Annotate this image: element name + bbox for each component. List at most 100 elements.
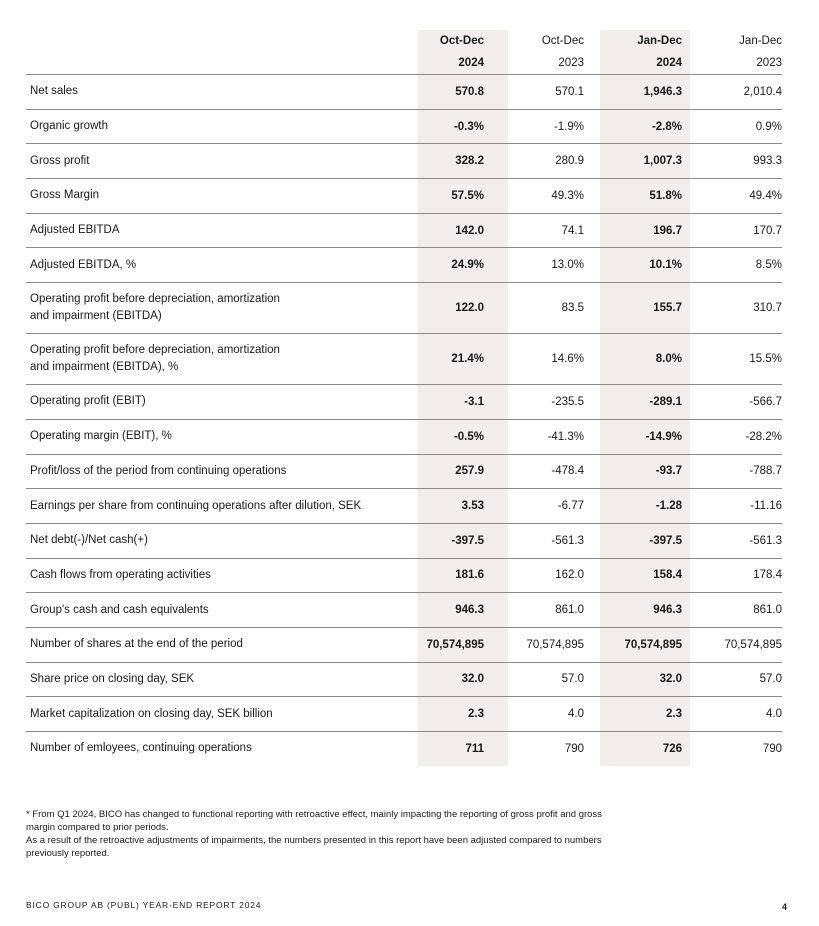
cell-value: 861.0 (690, 592, 782, 628)
cell-value: -561.3 (690, 523, 782, 559)
cell-value: 790 (564, 742, 584, 755)
cell-value: 74.1 (492, 213, 592, 249)
col-header-year: 2023 (492, 52, 592, 75)
row-label: Share price on closing day, SEK (26, 662, 396, 698)
row-label: Group's cash and cash equivalents (26, 592, 396, 628)
row-label: Operating margin (EBIT), % (26, 419, 396, 455)
cell-value: 3.53 (396, 488, 492, 524)
row-label: Net debt(-)/Net cash(+) (26, 523, 396, 559)
cell-value: 14.6% (492, 333, 592, 386)
table-row: Gross profit 328.2 280.9 1,007.3 993.3 (26, 143, 782, 180)
cell-value: -6.77 (492, 488, 592, 524)
cell-value: -0.5% (396, 419, 492, 455)
table-row: Number of shares at the end of the perio… (26, 627, 782, 663)
footnote: As a result of the retroactive adjustmen… (26, 835, 602, 859)
cell-value: 1,007.3 (592, 143, 690, 180)
table-row: Operating profit before depreciation, am… (26, 333, 782, 386)
cell-value: 51.8% (592, 178, 690, 214)
row-label-text: Gross Margin (30, 189, 100, 202)
cell-value: 21.4% (396, 333, 492, 386)
cell-value: 946.3 (592, 592, 690, 628)
table-row: Gross Margin 57.5% 49.3% 51.8% 49.4% (26, 178, 782, 214)
table-row: Share price on closing day, SEK 32.0 57.0 3… (26, 662, 782, 698)
footnote: * From Q1 2024, BICO has changed to func… (26, 809, 602, 833)
cell-value: 57.5% (396, 178, 492, 214)
table-row: Adjusted EBITDA 142.0 74.1 196.7 170.7 (26, 213, 782, 249)
col-header-period: Jan-Dec (637, 35, 682, 47)
cell-value: 726 (662, 742, 682, 755)
row-label-text: Adjusted EBITDA (30, 224, 120, 237)
cell-value: 310.7 (690, 282, 782, 335)
report-title-footer: BICO GROUP AB (PUBL) YEAR-END REPORT 202… (26, 900, 262, 910)
cell-value: 70,574,895 (396, 627, 492, 663)
table-row: Earnings per share from continuing opera… (26, 488, 782, 524)
col-header-period: Jan-Dec (739, 35, 782, 47)
cell-value: -11.16 (690, 488, 782, 524)
cell-value: 181.6 (396, 558, 492, 594)
cell-value: -0.3% (396, 109, 492, 145)
table-row: Cash flows from operating activities 181.… (26, 558, 782, 594)
cell-value: -397.5 (396, 523, 492, 559)
row-label-text: and impairment (EBITDA) (30, 310, 162, 323)
cell-value: 49.3% (492, 178, 592, 214)
row-label-text: Market capitalization on closing day, SE… (30, 707, 273, 720)
cell-value: 162.0 (492, 558, 592, 594)
row-label-text: Number of emloyees, continuing operation… (30, 742, 252, 755)
table-row: Adjusted EBITDA, % 24.9% 13.0% 10.1% 8.5% (26, 247, 782, 284)
cell-value: -235.5 (492, 384, 592, 420)
row-label: Gross Margin (26, 178, 396, 214)
row-label: Organic growth (26, 109, 396, 145)
cell-value: 2,010.4 (690, 74, 782, 110)
row-label: Operating profit before depreciation, am… (26, 333, 396, 386)
table-row: Market capitalization on closing day, SE… (26, 696, 782, 732)
cell-value: 70,574,895 (592, 627, 690, 663)
cell-value: -41.3% (492, 419, 592, 455)
cell-value: 993.3 (690, 143, 782, 180)
cell-value: 158.4 (592, 558, 690, 594)
header-row-year: 2024 2023 2024 2023 (26, 52, 782, 75)
cell-value: 946.3 (396, 592, 492, 628)
cell-value: 83.5 (492, 282, 592, 335)
row-label-text: Gross profit (30, 154, 90, 167)
row-label: Number of emloyees, continuing operation… (26, 732, 396, 766)
cell-value: 13.0% (492, 247, 592, 284)
cell-value: -561.3 (492, 523, 592, 559)
cell-value: 8.0% (592, 333, 690, 386)
cell-value: -788.7 (690, 454, 782, 490)
cell-value: -1.28 (592, 488, 690, 524)
row-label-text: Operating profit before depreciation, am… (30, 344, 280, 357)
cell-value: 57.0 (690, 662, 782, 698)
row-label-text: and impairment (EBITDA), % (30, 361, 179, 374)
row-label-text: Net debt(-)/Net cash(+) (30, 534, 148, 547)
cell-value: 257.9 (396, 454, 492, 490)
row-label: Gross profit (26, 143, 396, 180)
cell-value: 328.2 (396, 143, 492, 180)
cell-value: 2.3 (396, 696, 492, 732)
col-header-year: 2024 (396, 52, 492, 75)
col-header-period: Oct-Dec (439, 35, 484, 47)
cell-value: -2.8% (592, 109, 690, 145)
col-header-period: Oct-Dec (541, 35, 584, 47)
row-label-text: Number of shares at the end of the perio… (30, 638, 243, 651)
cell-value: 4.0 (690, 696, 782, 732)
table-row: Net sales 570.8 570.1 1,946.3 2,010.4 (26, 74, 782, 110)
cell-value: 10.1% (592, 247, 690, 284)
page-number: 4 (781, 902, 787, 912)
cell-value: 8.5% (690, 247, 782, 284)
row-label-text: Net sales (30, 85, 78, 98)
cell-value: 790 (762, 742, 782, 755)
col-header-year: 2023 (690, 52, 782, 75)
footnotes: * From Q1 2024, BICO has changed to func… (26, 808, 626, 860)
row-label: Number of shares at the end of the perio… (26, 627, 396, 663)
header-row-period: Oct-Dec Oct-Dec Jan-Dec Jan-Dec (26, 30, 782, 52)
cell-value: 70,574,895 (690, 627, 782, 663)
cell-value: -566.7 (690, 384, 782, 420)
row-label-text: Adjusted EBITDA, % (30, 258, 137, 271)
row-label-text: Operating profit before depreciation, am… (30, 293, 280, 306)
row-label-text: Share price on closing day, SEK (30, 672, 195, 685)
cell-value: 122.0 (396, 282, 492, 335)
cell-value: -93.7 (592, 454, 690, 490)
cell-value: 570.8 (396, 74, 492, 110)
row-label-text: Earnings per share from continuing opera… (30, 499, 362, 512)
